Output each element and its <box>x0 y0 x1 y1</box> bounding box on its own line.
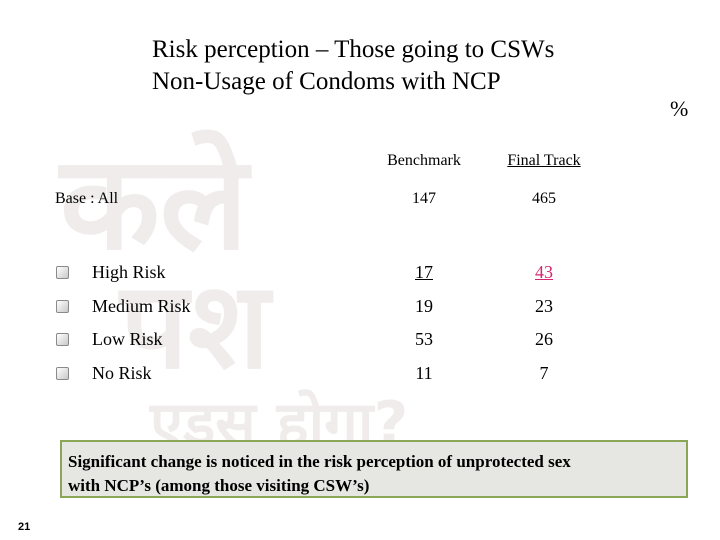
column-header: Benchmark <box>387 152 461 169</box>
note-box <box>60 440 688 498</box>
title: Risk perception – Those going to CSWs <box>152 36 555 63</box>
base-value: 147 <box>412 190 436 207</box>
bullet-icon <box>56 266 69 279</box>
bullet-icon <box>56 333 69 346</box>
row-label: No Risk <box>92 363 152 383</box>
note-text: with NCP’s (among those visiting CSW’s) <box>68 476 370 495</box>
row-value: 19 <box>415 296 433 316</box>
watermark: पश <box>120 257 270 396</box>
row-value: 7 <box>539 363 549 383</box>
page-number: 21 <box>18 521 31 533</box>
row-value: 43 <box>535 262 553 282</box>
note-text: Significant change is noticed in the ris… <box>68 452 571 471</box>
row-value: 17 <box>415 262 433 282</box>
row-value: 11 <box>415 363 433 383</box>
base-label: Base : All <box>55 190 119 207</box>
row-value: 23 <box>535 296 553 316</box>
unit: % <box>670 96 689 121</box>
row-label: Medium Risk <box>92 296 191 316</box>
base-value: 465 <box>532 190 556 207</box>
title: Non-Usage of Condoms with NCP <box>152 68 501 95</box>
row-label: High Risk <box>92 262 166 282</box>
bullet-icon <box>56 300 69 313</box>
watermark: कले <box>60 127 248 279</box>
column-header: Final Track <box>507 152 581 169</box>
bullet-icon <box>56 367 69 380</box>
row-label: Low Risk <box>92 329 163 349</box>
row-value: 26 <box>535 329 553 349</box>
row-value: 53 <box>415 329 433 349</box>
